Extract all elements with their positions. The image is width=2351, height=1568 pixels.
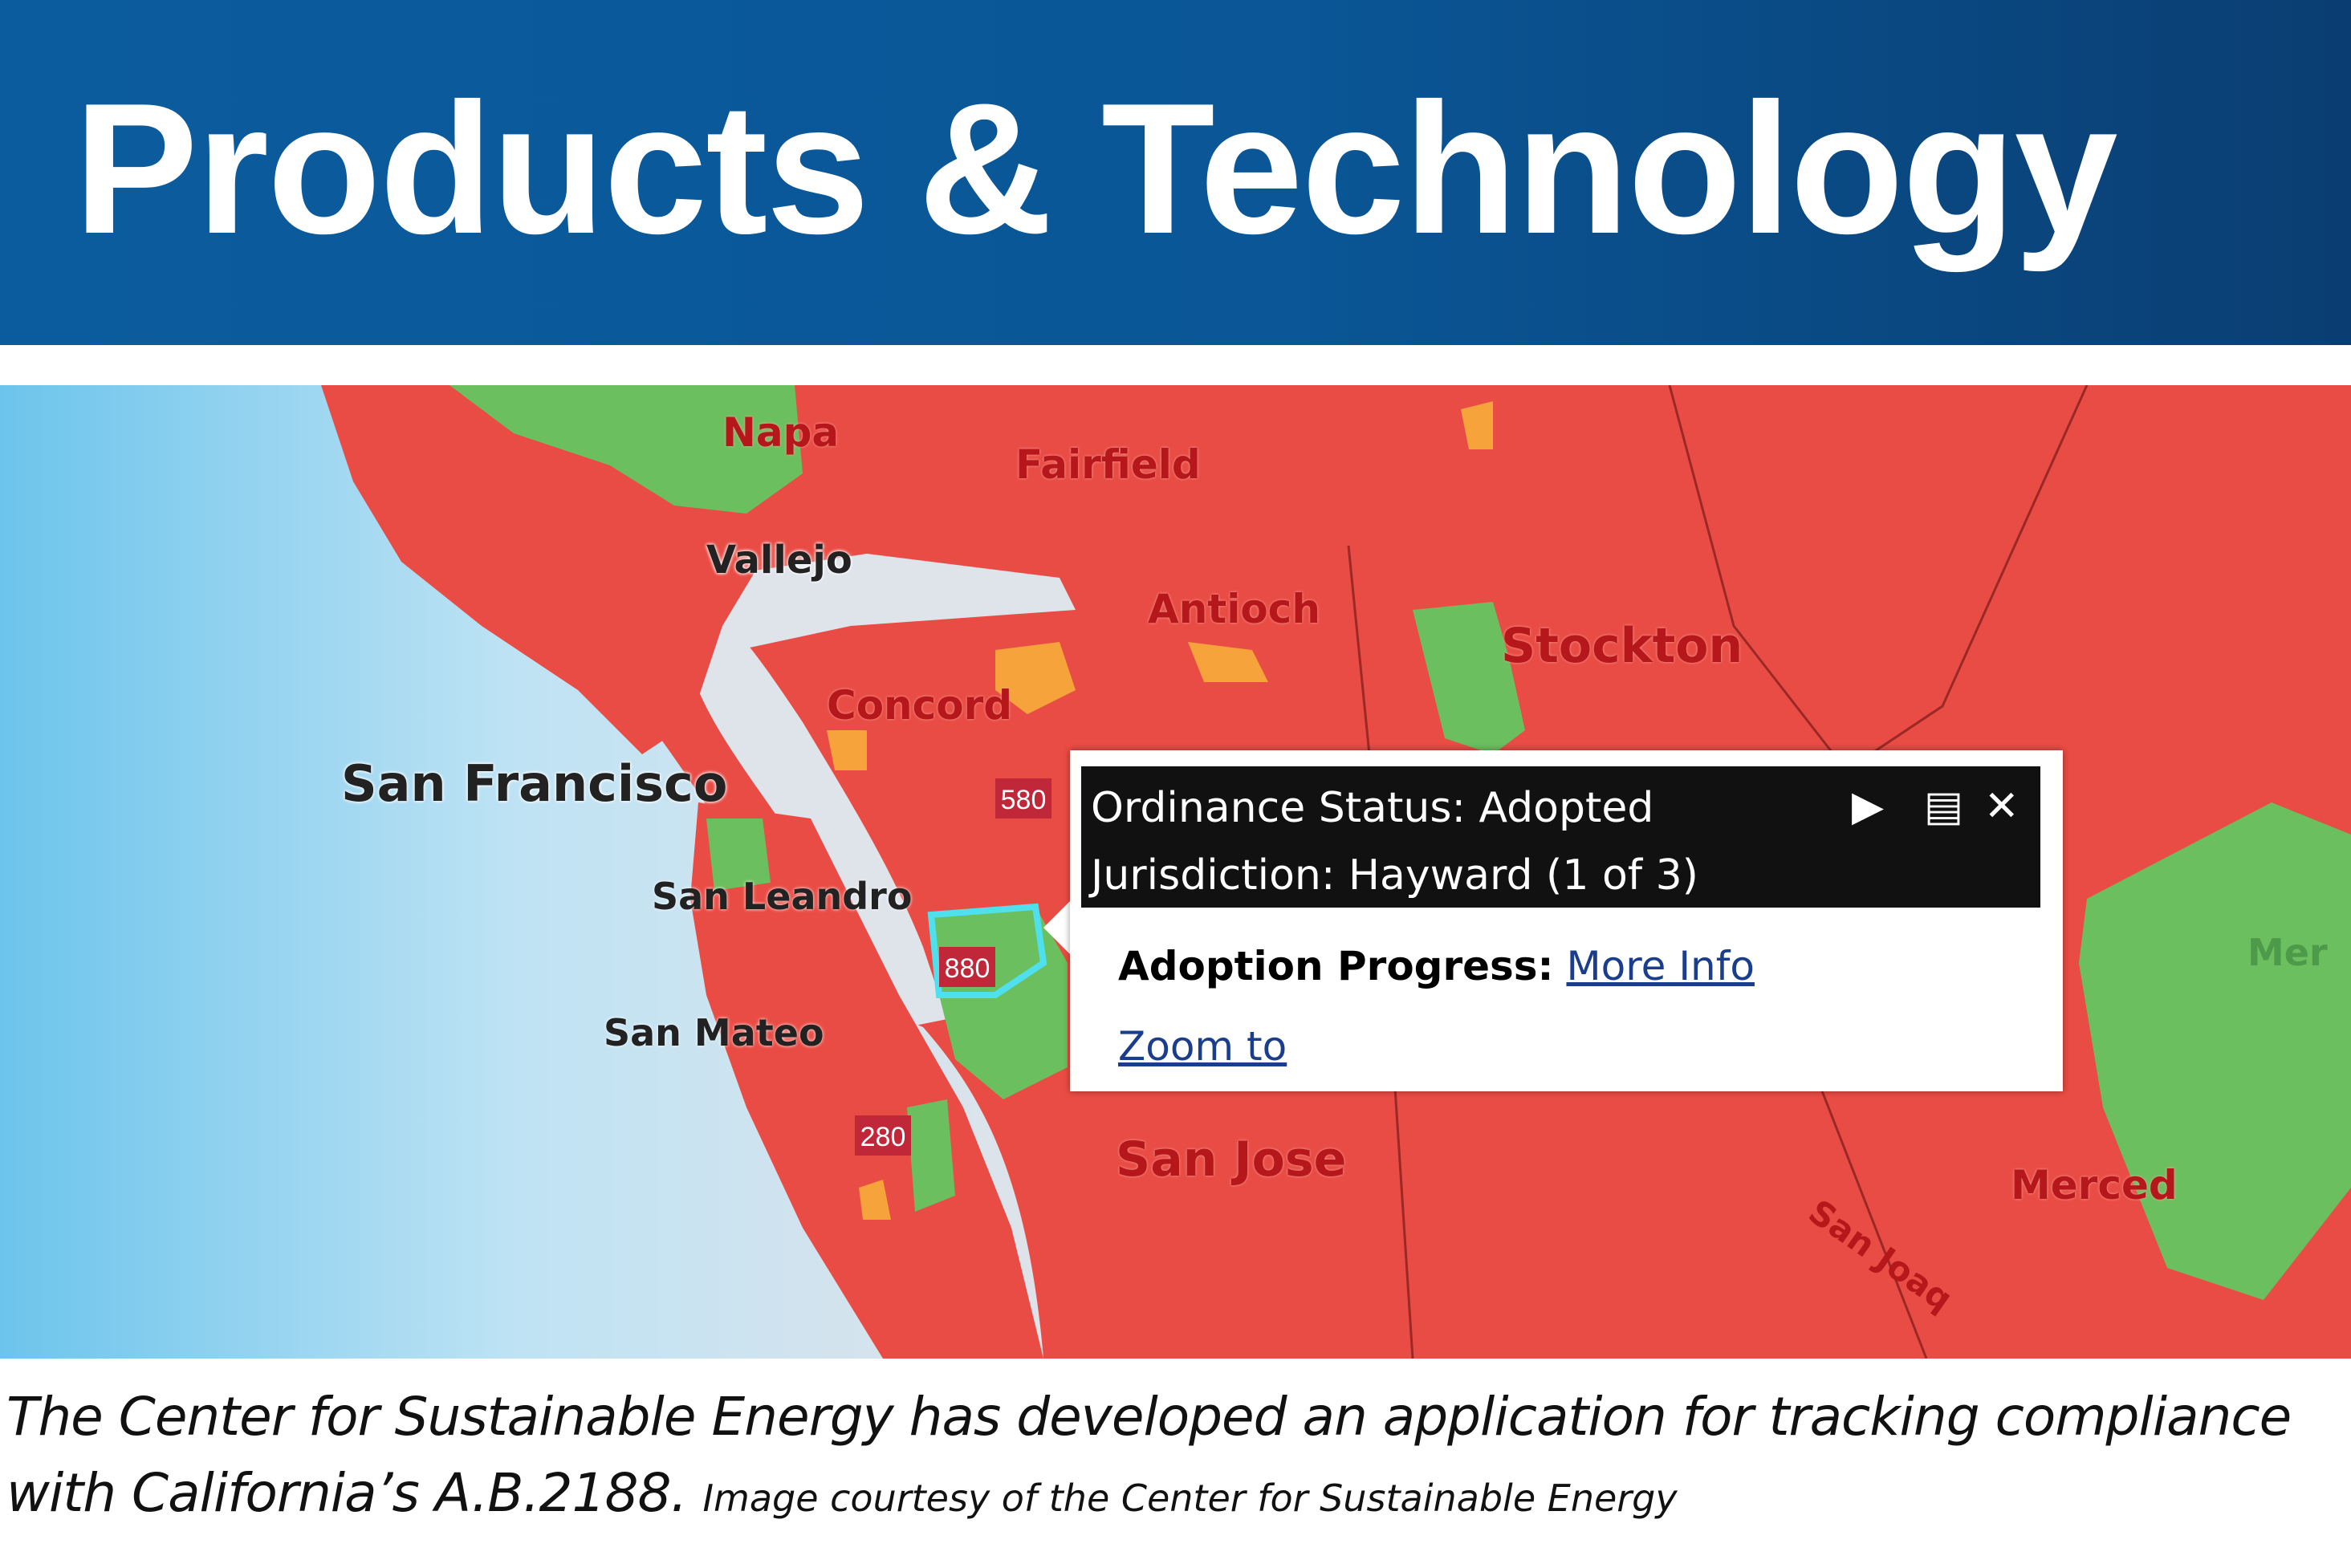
peninsula-land [690,802,1043,1359]
in-progress-area [859,1180,891,1220]
adopted-peninsula [907,1099,955,1212]
map-label-napa: Napa [722,409,840,456]
bay-water [698,594,947,1027]
map-label-san-francisco: San Francisco [341,754,728,813]
map-label-vallejo: Vallejo [706,538,852,583]
adopted-napa [449,385,803,514]
map-label-stockton: Stockton [1501,618,1743,674]
map-label-merced: Merced [2011,1162,2178,1208]
map-canvas[interactable]: 580 880 280 [0,385,2351,1359]
map-label-concord: Concord [827,682,1013,729]
in-progress-area [1188,642,1268,682]
popup-header: Ordinance Status: Adopted Jurisdiction: … [1081,766,2040,908]
highway-shield-880: 880 [939,947,995,987]
adopted-stockton [1413,602,1525,754]
adopted-east [2079,802,2351,1300]
svg-text:280: 280 [860,1122,906,1152]
maximize-icon[interactable]: ▤ [1924,782,1964,831]
jurisdiction: Jurisdiction: Hayward (1 of 3) [1091,851,1698,900]
map-label-san-leandro: San Leandro [652,875,913,918]
map-label-san-mateo: San Mateo [604,1011,824,1054]
close-icon[interactable]: ✕ [1984,782,2020,831]
in-progress-area [827,730,867,770]
header-banner: Products & Technology [0,0,2351,345]
adoption-progress: Adoption Progress: More Info [1118,943,1755,989]
map-label-fairfield: Fairfield [1015,441,1201,488]
svg-text:580: 580 [1001,785,1047,815]
more-info-link[interactable]: More Info [1566,943,1755,989]
in-progress-areas [827,401,1493,1220]
highway-shield-580: 580 [995,778,1051,819]
image-credit: Image courtesy of the Center for Sustain… [702,1477,1678,1520]
map-label-merced-county: Mer [2247,931,2328,974]
adoption-progress-label: Adoption Progress: [1118,943,1554,989]
popup-pointer [1043,899,1072,957]
in-progress-area [995,642,1076,714]
figure-caption: The Center for Sustainable Energy has de… [6,1379,2350,1537]
zoom-to-link[interactable]: Zoom to [1118,1023,1287,1070]
caption-text: The Center for Sustainable Energy has de… [6,1386,2292,1524]
page-title: Products & Technology [74,65,2118,273]
adopted-sf-area [706,819,771,891]
info-popup: Ordinance Status: Adopted Jurisdiction: … [1070,750,2063,1091]
map-label-san-jose: San Jose [1116,1131,1347,1188]
highway-shield-280: 280 [855,1115,911,1156]
highway-shields: 580 880 280 [855,778,1051,1156]
san-pablo-bay [706,554,1076,650]
play-icon[interactable]: ▶ [1852,782,1884,831]
hayward-selection [927,903,1047,998]
in-progress-area [1461,401,1493,449]
ordinance-status: Ordinance Status: Adopted [1091,784,1654,832]
map-view[interactable]: 580 880 280 Napa Fairfield Vallejo Antio… [0,385,2351,1359]
svg-text:880: 880 [945,953,990,984]
map-label-antioch: Antioch [1148,586,1320,632]
